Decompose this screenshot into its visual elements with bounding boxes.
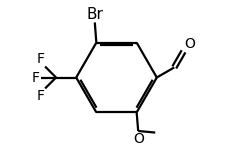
- Text: O: O: [184, 37, 195, 51]
- Text: F: F: [36, 89, 44, 103]
- Text: F: F: [36, 52, 44, 66]
- Text: Br: Br: [86, 7, 103, 22]
- Text: F: F: [32, 71, 40, 84]
- Text: O: O: [133, 132, 144, 146]
